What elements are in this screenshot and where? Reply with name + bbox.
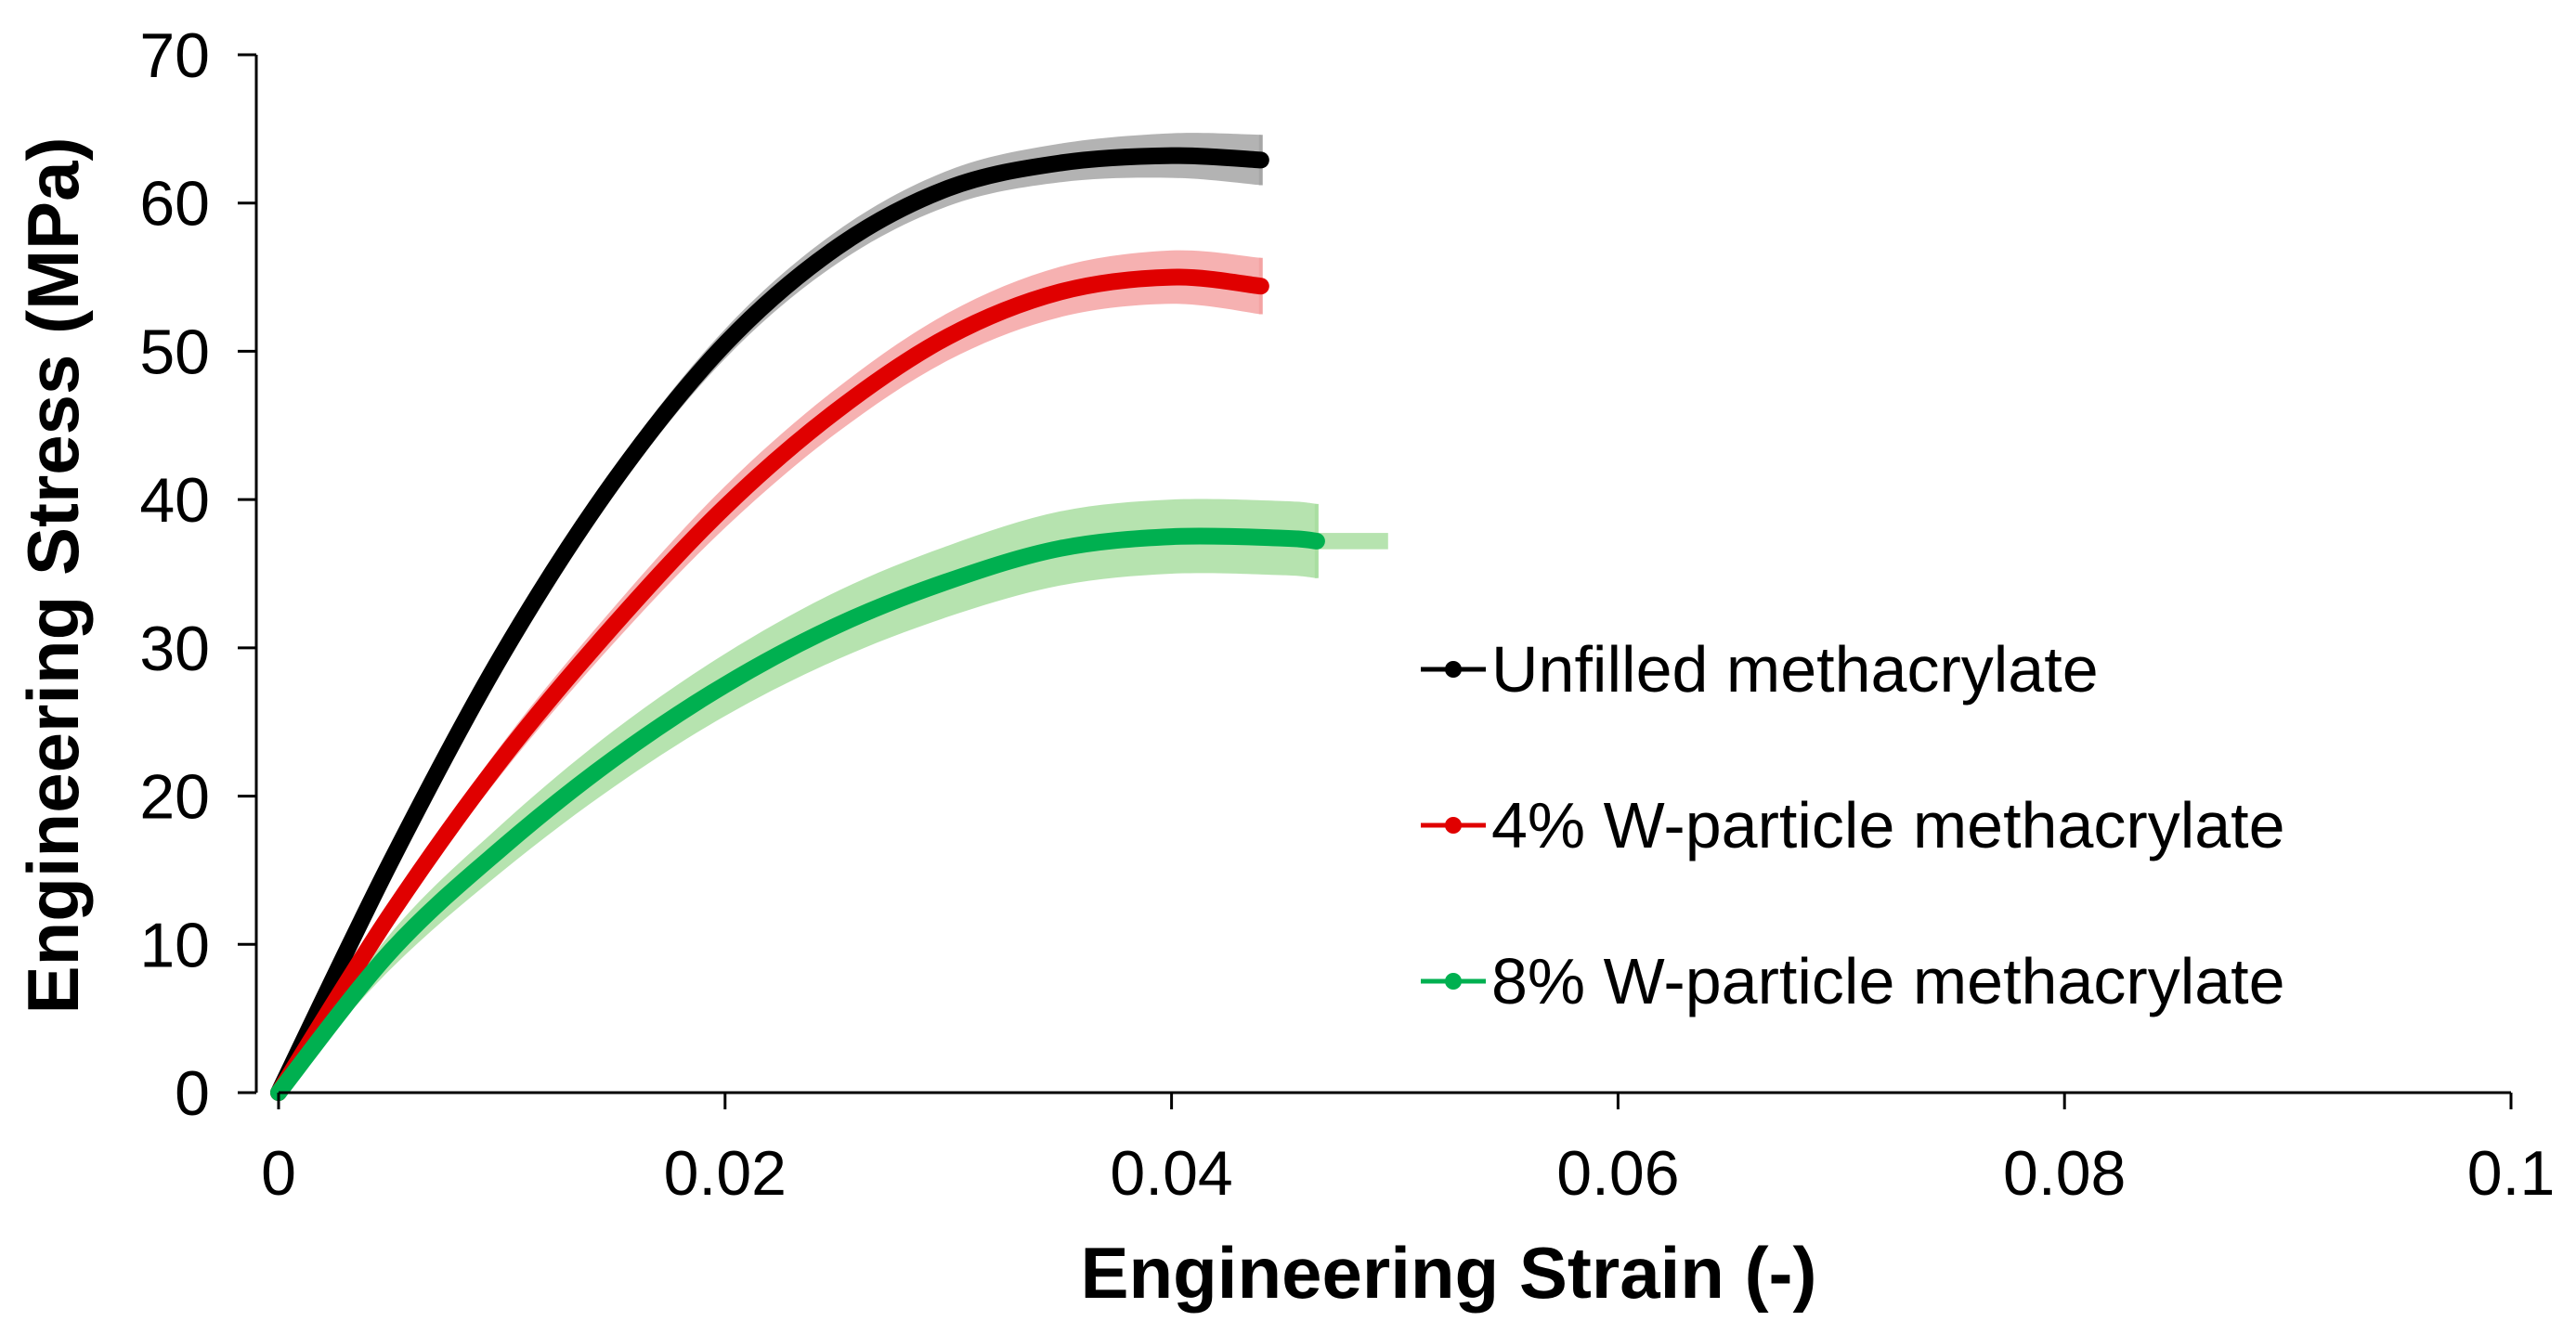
x-axis-title: Engineering Strain (-) <box>1080 1232 1816 1314</box>
y-tick-label: 50 <box>139 317 210 387</box>
data-point-4-w-particle-methacrylate <box>494 751 510 767</box>
x-tick-label: 0.02 <box>664 1138 787 1209</box>
x-tick-label: 0.08 <box>2003 1138 2126 1209</box>
y-axis-title: Engineering Stress (MPa) <box>12 137 94 1015</box>
data-point-8-w-particle-methacrylate <box>383 944 398 960</box>
legend-swatch-marker <box>1445 661 1462 678</box>
legend-item-unfilled-methacrylate: Unfilled methacrylate <box>1421 633 2099 706</box>
series-lines <box>270 147 1325 1101</box>
data-point-4-w-particle-methacrylate <box>383 907 398 923</box>
y-tick-label: 0 <box>175 1058 210 1129</box>
data-point-unfilled-methacrylate <box>605 473 621 489</box>
legend-label: 4% W-particle methacrylate <box>1491 789 2285 861</box>
data-point-unfilled-methacrylate <box>941 180 956 196</box>
data-point-4-w-particle-methacrylate <box>717 499 733 515</box>
y-tick-label: 40 <box>139 465 210 536</box>
data-point-8-w-particle-methacrylate <box>829 617 844 633</box>
data-point-8-w-particle-methacrylate <box>1052 540 1068 556</box>
y-tick-label: 60 <box>139 169 210 240</box>
data-point-unfilled-methacrylate <box>1052 155 1068 171</box>
axis-ticks: 0 0.02 0.04 0.06 0.08 0.1 0 10 20 30 40 50 60 70 <box>139 20 2555 1209</box>
legend-swatch-marker <box>1445 817 1462 834</box>
data-point-4-w-particle-methacrylate <box>1164 269 1179 285</box>
error-band-tail-8-w-particle-methacrylate <box>1316 533 1388 550</box>
x-tick-label: 0 <box>261 1138 296 1209</box>
data-point-4-w-particle-methacrylate <box>1052 284 1068 300</box>
y-tick-label: 70 <box>139 20 210 91</box>
legend-item-4-w-particle-methacrylate: 4% W-particle methacrylate <box>1421 789 2285 861</box>
y-tick-label: 30 <box>139 614 210 684</box>
data-point-8-w-particle-methacrylate <box>1275 530 1291 546</box>
legend-swatch-marker <box>1445 973 1462 990</box>
y-tick-label: 20 <box>139 762 210 833</box>
legend-label: Unfilled methacrylate <box>1491 633 2099 706</box>
legend: Unfilled methacrylate 4% W-particle metha… <box>1421 633 2285 1017</box>
data-point-4-w-particle-methacrylate <box>829 403 844 419</box>
data-point-unfilled-methacrylate <box>829 240 844 255</box>
data-point-unfilled-methacrylate <box>1253 152 1268 168</box>
error-band-8-w-particle-methacrylate <box>279 499 1317 1094</box>
data-point-unfilled-methacrylate <box>717 336 733 352</box>
x-tick-label: 0.04 <box>1110 1138 1232 1209</box>
data-point-4-w-particle-methacrylate <box>1253 278 1268 294</box>
error-bands <box>279 133 1388 1094</box>
data-point-8-w-particle-methacrylate <box>1308 533 1324 549</box>
legend-label: 8% W-particle methacrylate <box>1491 945 2285 1017</box>
data-point-unfilled-methacrylate <box>1164 148 1179 163</box>
data-point-8-w-particle-methacrylate <box>605 751 621 767</box>
data-point-8-w-particle-methacrylate <box>1164 529 1179 545</box>
data-point-4-w-particle-methacrylate <box>605 617 621 633</box>
data-point-8-w-particle-methacrylate <box>494 840 510 856</box>
data-point-unfilled-methacrylate <box>383 855 398 871</box>
x-tick-label: 0.1 <box>2467 1138 2556 1209</box>
axes <box>254 55 2511 1094</box>
data-point-8-w-particle-methacrylate <box>941 573 956 589</box>
x-tick-label: 0.06 <box>1556 1138 1679 1209</box>
y-tick-label: 10 <box>139 910 210 980</box>
legend-item-8-w-particle-methacrylate: 8% W-particle methacrylate <box>1421 945 2285 1017</box>
data-point-unfilled-methacrylate <box>494 647 510 663</box>
data-point-8-w-particle-methacrylate <box>717 677 733 693</box>
data-point-4-w-particle-methacrylate <box>941 329 956 344</box>
